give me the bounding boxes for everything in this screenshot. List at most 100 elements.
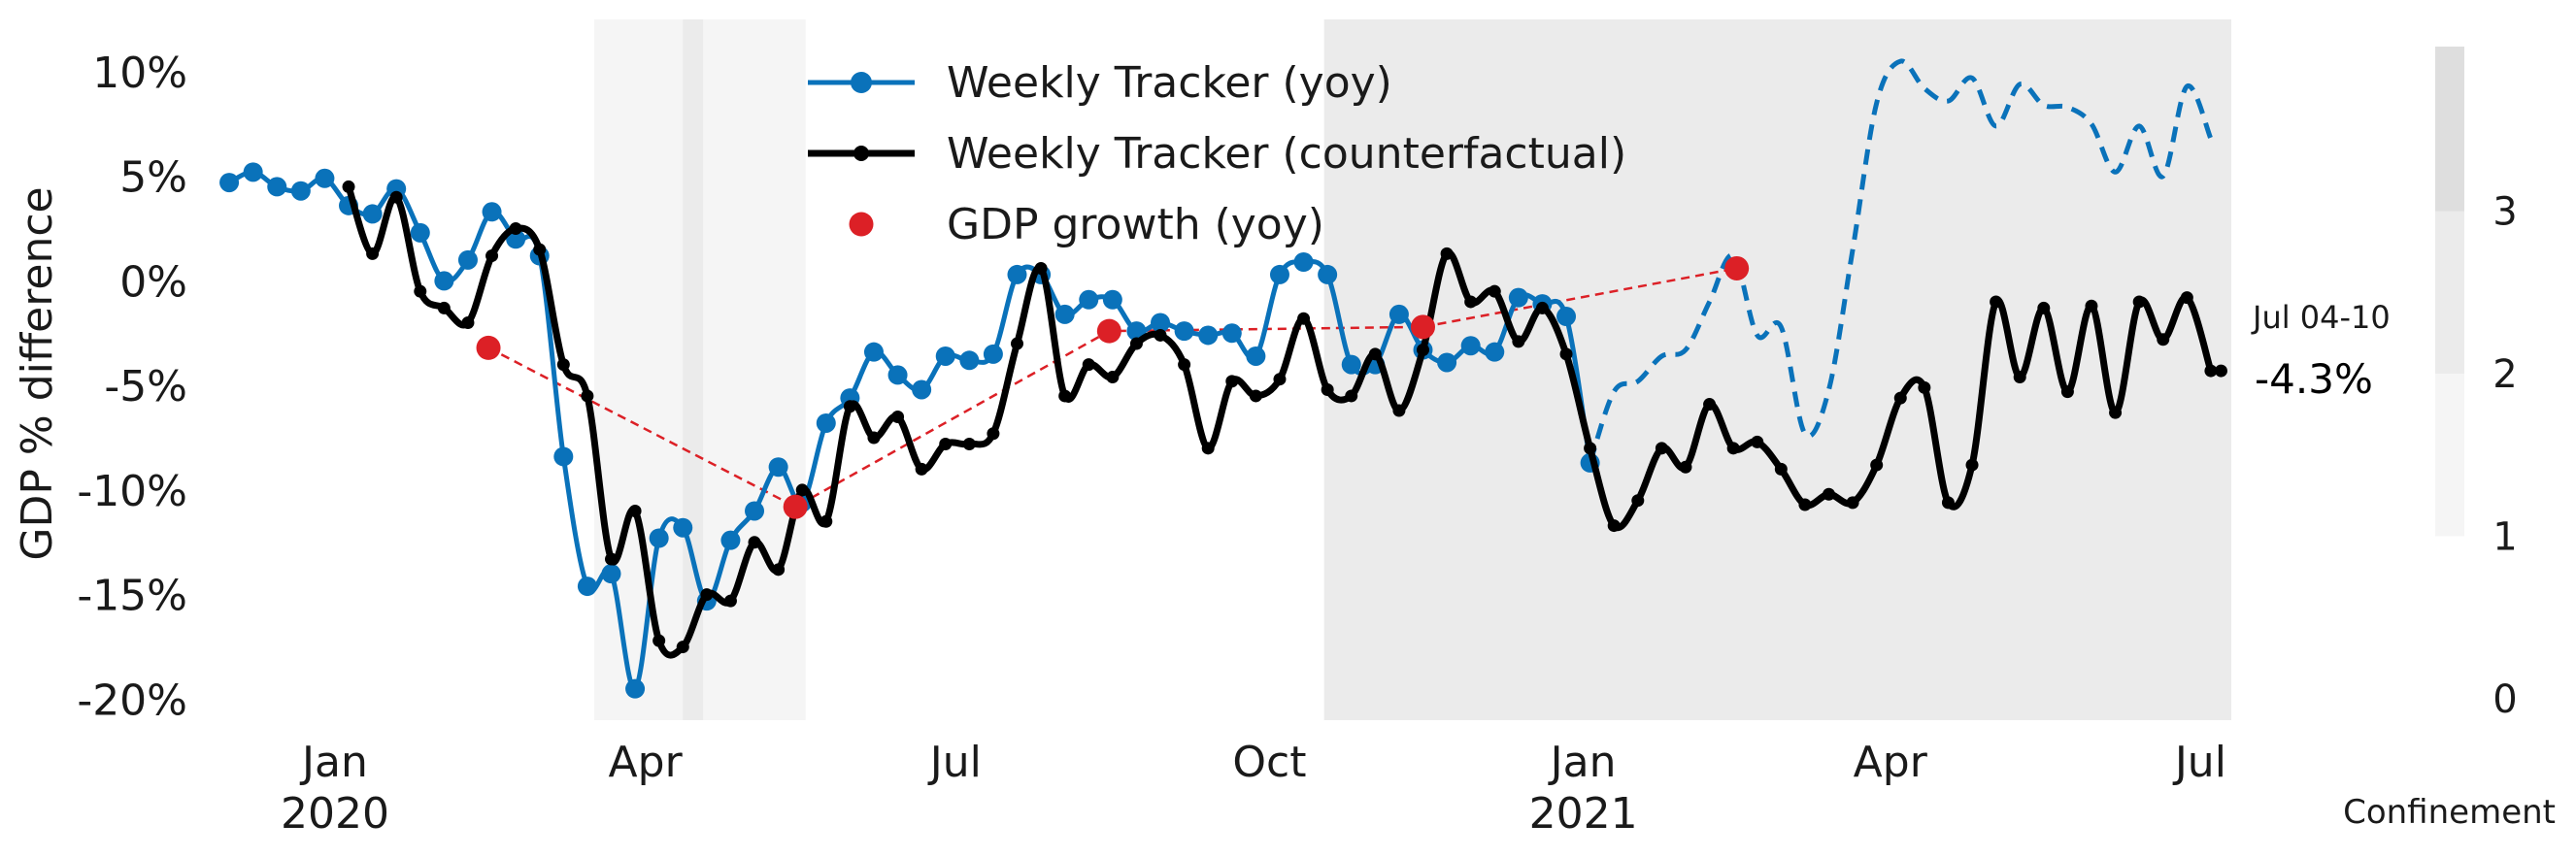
legend-label: Weekly Tracker (counterfactual) xyxy=(947,129,1626,179)
y-tick-label: 5% xyxy=(119,153,187,203)
counterfactual-point xyxy=(414,284,427,298)
y-tick-label: 0% xyxy=(119,257,187,307)
colorbar-tick-label: 0 xyxy=(2492,677,2517,722)
end-value-label: -4.3% xyxy=(2255,355,2373,403)
legend-item: Weekly Tracker (counterfactual) xyxy=(808,129,1626,179)
counterfactual-point xyxy=(461,316,475,330)
counterfactual-point xyxy=(533,243,547,256)
counterfactual-point xyxy=(772,563,786,577)
confinement-band-0 xyxy=(593,19,684,720)
x-tick-label: Jan xyxy=(299,738,368,787)
counterfactual-point xyxy=(1631,494,1645,508)
counterfactual-point xyxy=(1655,442,1668,455)
counterfactual-point xyxy=(628,504,642,517)
counterfactual-point xyxy=(581,389,594,403)
counterfactual-point xyxy=(1297,312,1311,325)
counterfactual-point xyxy=(485,249,499,263)
gdp-growth-point xyxy=(1411,314,1436,340)
weekly-tracker-point xyxy=(673,517,693,538)
weekly-tracker-point xyxy=(983,344,1003,364)
weekly-tracker-point xyxy=(1293,252,1314,273)
confinement-colorbar: 0 1 2 3 Confinement xyxy=(2343,47,2556,832)
gdp-growth-point xyxy=(1724,255,1750,280)
counterfactual-point xyxy=(366,247,380,260)
weekly-tracker-point xyxy=(315,168,335,188)
weekly-tracker-point xyxy=(457,249,478,270)
y-tick-label: -5% xyxy=(104,362,187,412)
weekly-tracker-point xyxy=(267,177,287,197)
legend-label: Weekly Tracker (yoy) xyxy=(947,58,1392,108)
weekly-tracker-point xyxy=(1221,323,1242,344)
gdp-growth-point xyxy=(476,335,501,360)
colorbar-label: Confinement xyxy=(2343,793,2556,832)
colorbar-segment-3 xyxy=(2435,47,2464,212)
counterfactual-point xyxy=(939,438,953,451)
weekly-tracker-point xyxy=(649,528,669,548)
counterfactual-point xyxy=(1368,347,1382,361)
weekly-tracker-point xyxy=(1388,304,1409,324)
weekly-tracker-point xyxy=(745,501,765,521)
gdp-growth-point xyxy=(1096,318,1121,344)
counterfactual-point xyxy=(1034,261,1048,275)
weekly-tracker-point xyxy=(863,342,884,362)
counterfactual-point xyxy=(437,301,451,314)
counterfactual-point xyxy=(2109,406,2123,419)
counterfactual-point xyxy=(2132,295,2146,309)
weekly-tracker-dashed-line xyxy=(1588,58,2214,464)
counterfactual-point xyxy=(1751,435,1764,448)
counterfactual-point xyxy=(1559,347,1573,361)
colorbar-tick-label: 3 xyxy=(2492,190,2517,235)
colorbar-segment-2 xyxy=(2435,211,2464,374)
colorbar-segment-1 xyxy=(2435,374,2464,537)
weekly-tracker-point xyxy=(1246,346,1266,366)
counterfactual-point xyxy=(1129,337,1143,350)
counterfactual-point xyxy=(1464,295,1478,309)
counterfactual-point xyxy=(1249,389,1262,403)
weekly-tracker-point xyxy=(434,271,454,291)
weekly-tracker-point xyxy=(601,564,621,584)
end-annotation: Jul 04-10 -4.3% xyxy=(2214,299,2391,403)
weekly-tracker-point xyxy=(1102,289,1122,310)
counterfactual-point xyxy=(700,588,714,602)
legend-label: GDP growth (yoy) xyxy=(947,200,1324,249)
counterfactual-point xyxy=(1178,358,1191,372)
weekly-tracker-point xyxy=(912,379,932,400)
counterfactual-point xyxy=(1273,373,1287,386)
weekly-tracker-point xyxy=(1198,325,1219,346)
weekly-tracker-point xyxy=(482,202,502,222)
counterfactual-point xyxy=(1058,389,1072,403)
counterfactual-point xyxy=(604,552,618,566)
counterfactual-point xyxy=(795,483,809,497)
counterfactual-point xyxy=(1345,389,1358,403)
weekly-tracker-point xyxy=(1485,342,1505,362)
weekly-tracker-point xyxy=(410,222,430,243)
counterfactual-point xyxy=(1990,295,2003,309)
y-tick-label: -15% xyxy=(77,572,187,621)
x-tick-label: Jan xyxy=(1548,738,1617,787)
counterfactual-point xyxy=(2085,299,2098,313)
counterfactual-point xyxy=(748,536,761,549)
counterfactual-point xyxy=(389,190,403,204)
legend-item: Weekly Tracker (yoy) xyxy=(808,58,1392,108)
end-point-marker xyxy=(2214,364,2227,378)
legend: Weekly Tracker (yoy) Weekly Tracker (coun… xyxy=(808,58,1626,249)
weekly-tracker-point xyxy=(887,365,908,385)
x-tick-label: Jul xyxy=(2172,738,2226,787)
counterfactual-point xyxy=(891,410,905,423)
weekly-tracker-point xyxy=(219,173,240,193)
counterfactual-point xyxy=(1512,335,1525,348)
counterfactual-point xyxy=(1607,519,1621,533)
counterfactual-point xyxy=(1703,398,1717,412)
counterfactual-point xyxy=(1106,371,1120,384)
counterfactual-point xyxy=(1321,382,1334,396)
weekly-tracker-point xyxy=(1174,321,1194,342)
counterfactual-point xyxy=(1823,487,1836,501)
confinement-band-2 xyxy=(703,19,806,720)
x-tick-label: Jul xyxy=(927,738,982,787)
counterfactual-point xyxy=(1679,460,1692,474)
counterfactual-point xyxy=(2204,364,2218,378)
weekly-tracker-point xyxy=(1054,304,1075,324)
counterfactual-point xyxy=(1225,375,1239,388)
weekly-tracker-point xyxy=(362,204,383,224)
